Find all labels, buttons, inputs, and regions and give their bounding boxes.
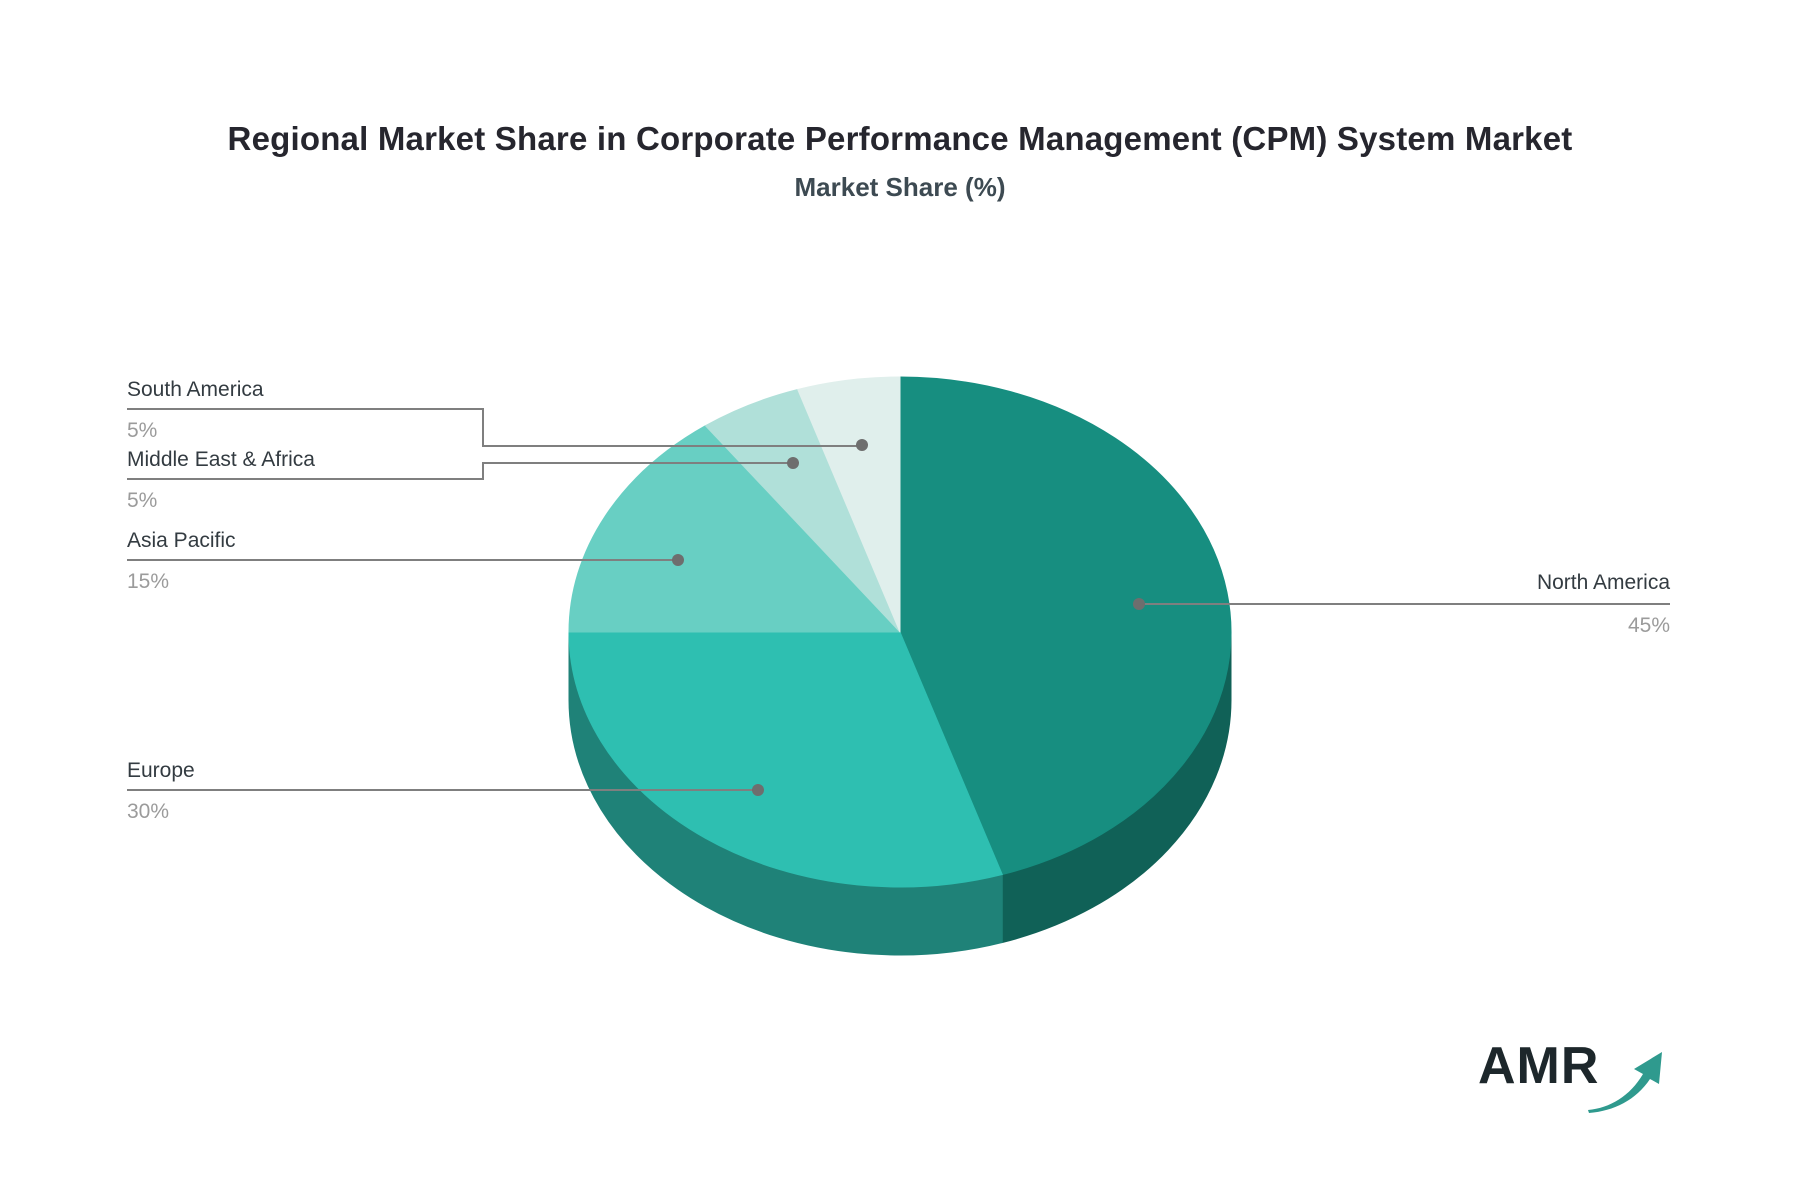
slice-label-north-america: North America bbox=[1536, 571, 1670, 594]
amr-logo-text: AMR bbox=[1478, 1037, 1600, 1095]
leader-line-south-america bbox=[127, 408, 862, 447]
leader-dot-north-america bbox=[1133, 598, 1145, 610]
slice-label-asia-pacific: Asia Pacific bbox=[127, 529, 236, 552]
chart-title: Regional Market Share in Corporate Perfo… bbox=[227, 120, 1573, 157]
leader-dot-asia-pacific bbox=[672, 554, 684, 566]
leader-dot-south-america bbox=[856, 439, 868, 451]
slice-value-north-america: 45% bbox=[1627, 614, 1670, 637]
slice-label-europe: Europe bbox=[127, 759, 195, 782]
slice-label-south-america: South America bbox=[127, 378, 264, 401]
pie-slice-asia-pacific bbox=[568, 425, 902, 633]
slice-label-middle-east-africa: Middle East & Africa bbox=[127, 448, 315, 471]
amr-logo: AMR bbox=[1478, 1036, 1678, 1116]
amr-logo-arrow-icon bbox=[1588, 1052, 1662, 1113]
slice-value-south-america: 5% bbox=[127, 419, 158, 442]
leader-dot-middle-east-africa bbox=[787, 457, 799, 469]
chart-subtitle: Market Share (%) bbox=[794, 172, 1006, 202]
pie-slice-south-america bbox=[797, 376, 901, 633]
slice-value-europe: 30% bbox=[127, 800, 170, 823]
pie-slice-north-america bbox=[899, 376, 1232, 876]
leader-line-middle-east-africa bbox=[127, 462, 793, 480]
pie-slice-europe bbox=[568, 631, 1003, 888]
slice-value-asia-pacific: 15% bbox=[127, 570, 170, 593]
slice-value-middle-east-africa: 5% bbox=[127, 489, 158, 512]
leader-dot-europe bbox=[752, 784, 764, 796]
